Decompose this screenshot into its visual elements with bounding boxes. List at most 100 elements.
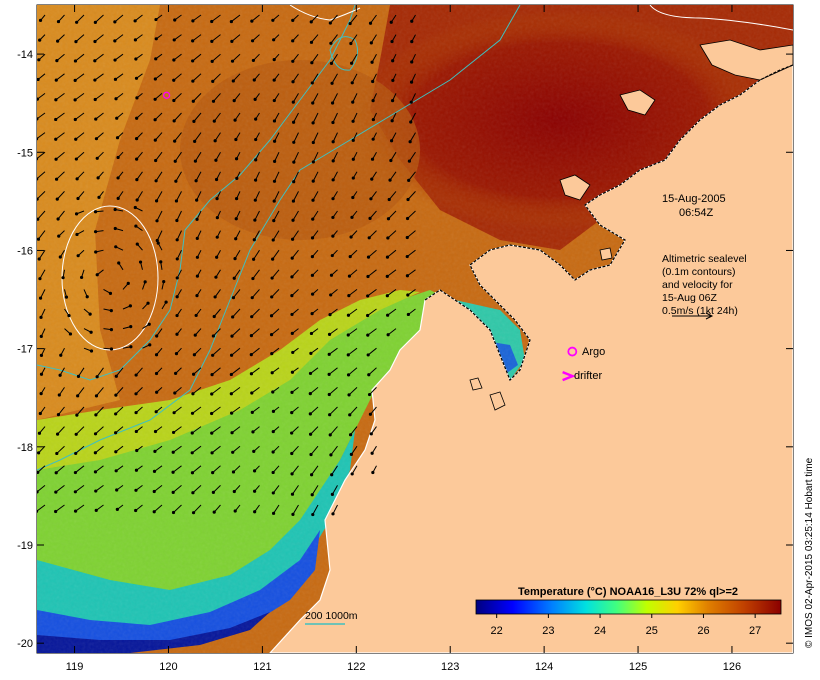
velocity-arrow bbox=[368, 230, 377, 239]
velocity-arrow bbox=[271, 269, 280, 279]
velocity-arrow bbox=[95, 112, 104, 120]
velocity-arrow-head bbox=[148, 343, 152, 347]
velocity-arrow-head bbox=[93, 230, 98, 234]
velocity-arrow bbox=[37, 112, 46, 120]
altimetry-line-3: and velocity for bbox=[662, 279, 733, 291]
velocity-arrow bbox=[57, 210, 65, 220]
velocity-arrow-head bbox=[251, 430, 255, 434]
velocity-arrow-head bbox=[192, 353, 196, 357]
lon-tick-label: 125 bbox=[629, 661, 647, 673]
velocity-arrow bbox=[192, 34, 202, 42]
velocity-arrow bbox=[410, 93, 416, 103]
velocity-arrow-head bbox=[229, 392, 233, 396]
velocity-arrow-head bbox=[271, 511, 276, 515]
velocity-arrow-head bbox=[193, 159, 198, 163]
velocity-arrow-head bbox=[308, 392, 312, 396]
velocity-arrow-head bbox=[133, 19, 137, 23]
isobath-legend-label: 200 1000m bbox=[305, 610, 358, 622]
velocity-arrow bbox=[75, 34, 85, 43]
velocity-arrow bbox=[312, 132, 319, 143]
velocity-arrow-head bbox=[212, 314, 216, 319]
colorbar-tick-label: 26 bbox=[697, 625, 709, 637]
velocity-arrow bbox=[173, 93, 182, 101]
velocity-arrow-head bbox=[272, 98, 276, 103]
velocity-arrow-head bbox=[115, 488, 119, 492]
velocity-arrow-head bbox=[56, 39, 60, 43]
velocity-arrow bbox=[95, 406, 104, 416]
velocity-arrow-head bbox=[371, 99, 375, 103]
velocity-arrow bbox=[78, 367, 85, 377]
velocity-arrow-head bbox=[272, 38, 276, 42]
velocity-arrow-head bbox=[231, 296, 236, 300]
velocity-arrow bbox=[194, 132, 202, 142]
velocity-arrow bbox=[234, 249, 241, 259]
velocity-arrow-head bbox=[195, 236, 199, 240]
velocity-arrow-head bbox=[190, 471, 195, 475]
velocity-arrow-head bbox=[231, 79, 235, 83]
velocity-arrow bbox=[56, 53, 65, 62]
velocity-arrow-head bbox=[134, 392, 138, 396]
velocity-arrow-head bbox=[212, 510, 216, 514]
velocity-arrow-head bbox=[311, 121, 315, 125]
velocity-arrow-head bbox=[37, 237, 41, 241]
velocity-arrow-head bbox=[250, 410, 254, 415]
velocity-arrow-head bbox=[67, 314, 71, 318]
velocity-arrow-head bbox=[74, 451, 78, 456]
velocity-arrow bbox=[114, 53, 124, 61]
velocity-arrow bbox=[154, 112, 163, 121]
velocity-arrow-head bbox=[93, 432, 98, 436]
velocity-arrow bbox=[251, 14, 260, 22]
velocity-arrow-head bbox=[153, 118, 157, 122]
velocity-arrow-head bbox=[251, 276, 255, 281]
velocity-arrow-head bbox=[54, 117, 58, 122]
velocity-arrow-head bbox=[386, 236, 390, 240]
velocity-arrow-head bbox=[134, 57, 138, 61]
velocity-arrow-head bbox=[152, 489, 156, 494]
velocity-arrow bbox=[176, 191, 182, 202]
velocity-arrow bbox=[271, 289, 280, 298]
velocity-arrow bbox=[407, 191, 416, 200]
velocity-arrow-head bbox=[271, 491, 275, 495]
islands bbox=[469, 247, 613, 411]
velocity-arrow bbox=[75, 504, 85, 512]
velocity-arrow bbox=[191, 445, 202, 454]
velocity-arrow-head bbox=[291, 80, 295, 84]
velocity-arrow bbox=[387, 288, 397, 297]
velocity-arrow-head bbox=[234, 217, 238, 221]
velocity-arrow-head bbox=[210, 451, 214, 455]
velocity-arrow-head bbox=[75, 177, 79, 181]
lon-tick-label: 122 bbox=[347, 661, 365, 673]
velocity-arrow bbox=[136, 171, 143, 180]
velocity-arrow-head bbox=[388, 178, 392, 182]
velocity-arrow-head bbox=[210, 39, 214, 43]
velocity-arrow-head bbox=[113, 226, 117, 231]
velocity-arrow-head bbox=[114, 393, 118, 397]
velocity-arrow-head bbox=[308, 412, 312, 416]
velocity-arrow bbox=[311, 34, 319, 43]
velocity-arrow-head bbox=[367, 392, 372, 397]
altimetry-line-4: 15-Aug 06Z bbox=[662, 292, 717, 304]
credit-text: © IMOS 02-Apr-2015 03:25:14 Hobart time bbox=[804, 457, 815, 648]
velocity-arrow bbox=[115, 387, 124, 396]
velocity-arrow-head bbox=[371, 470, 375, 475]
velocity-arrow-head bbox=[271, 257, 275, 261]
velocity-arrow-head bbox=[309, 473, 314, 477]
velocity-arrow bbox=[38, 249, 46, 260]
axis-ticks: 119 120 121 122 123 124 125 126 -14 -15 -16 -17 -18 -… bbox=[17, 5, 793, 673]
velocity-arrow-head bbox=[350, 81, 354, 85]
velocity-arrow-head bbox=[371, 117, 375, 122]
velocity-arrow-head bbox=[73, 59, 78, 63]
velocity-arrow-head bbox=[290, 370, 295, 374]
velocity-arrow-head bbox=[331, 512, 335, 516]
velocity-arrow bbox=[369, 210, 377, 219]
velocity-arrow-head bbox=[192, 119, 196, 123]
velocity-arrow bbox=[74, 92, 85, 101]
velocity-arrow-head bbox=[271, 470, 275, 475]
velocity-arrow-head bbox=[146, 301, 150, 305]
colorbar-tick-label: 25 bbox=[646, 625, 658, 637]
velocity-arrow bbox=[293, 132, 299, 143]
velocity-arrow-head bbox=[134, 137, 139, 141]
velocity-arrow-head bbox=[37, 58, 41, 62]
velocity-arrow-head bbox=[273, 159, 277, 163]
velocity-arrow bbox=[331, 53, 338, 64]
